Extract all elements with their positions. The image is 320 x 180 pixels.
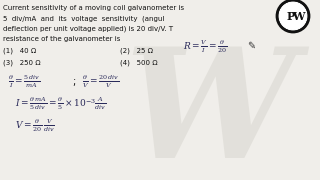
Text: deflection per unit voltage applied) is 20 div/V. T: deflection per unit voltage applied) is … <box>3 26 173 33</box>
Text: Current sensitivity of a moving coil galvanometer is: Current sensitivity of a moving coil gal… <box>3 5 184 11</box>
Text: $V=\frac{\theta}{20}\,\frac{V}{div}$: $V=\frac{\theta}{20}\,\frac{V}{div}$ <box>15 117 55 134</box>
Circle shape <box>277 0 309 32</box>
Text: $\frac{\theta}{V}=\frac{20\,div}{V}$: $\frac{\theta}{V}=\frac{20\,div}{V}$ <box>82 73 119 90</box>
Text: resistance of the galvanometer is: resistance of the galvanometer is <box>3 37 120 42</box>
Text: 5  div/mA  and  its  voltage  sensitivity  (angul: 5 div/mA and its voltage sensitivity (an… <box>3 15 164 22</box>
Text: W: W <box>124 40 296 180</box>
Text: $\frac{\theta}{I}=\frac{5\,div}{mA}$: $\frac{\theta}{I}=\frac{5\,div}{mA}$ <box>8 73 41 90</box>
Text: (4)   500 Ω: (4) 500 Ω <box>120 59 158 66</box>
Text: W: W <box>292 12 304 22</box>
Text: (2)   25 Ω: (2) 25 Ω <box>120 48 153 55</box>
Text: (3)   250 Ω: (3) 250 Ω <box>3 59 41 66</box>
Text: ;: ; <box>72 77 75 87</box>
Text: $R=\frac{V}{I}=\frac{\theta}{20}$: $R=\frac{V}{I}=\frac{\theta}{20}$ <box>183 38 228 55</box>
Text: $I=\frac{\theta}{5}\frac{mA}{div}=\frac{\theta}{5}\times10^{-3}\frac{A}{div}$: $I=\frac{\theta}{5}\frac{mA}{div}=\frac{… <box>15 95 106 112</box>
Text: ✎: ✎ <box>247 41 255 51</box>
Circle shape <box>279 2 307 30</box>
Text: (1)   40 Ω: (1) 40 Ω <box>3 48 36 55</box>
Text: P: P <box>287 12 295 22</box>
